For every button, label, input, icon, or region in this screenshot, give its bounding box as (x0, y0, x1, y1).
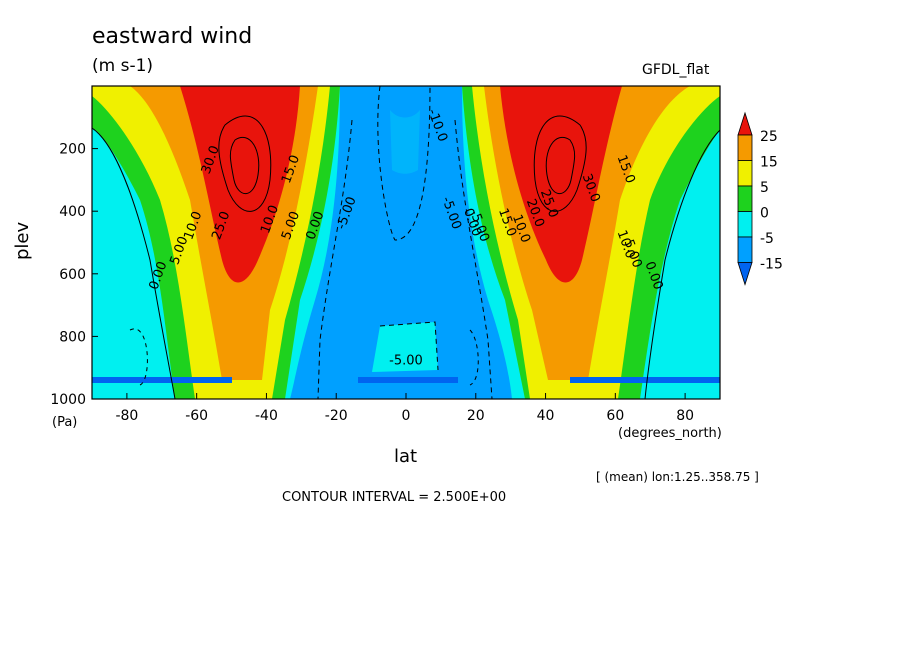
y-tick-label: 400 (59, 204, 86, 220)
contour-interval: CONTOUR INTERVAL = 2.500E+00 (282, 490, 507, 505)
y-tick-label: 200 (59, 142, 86, 158)
y-axis-unit: (Pa) (52, 415, 78, 430)
colorbar-label: 25 (760, 129, 778, 145)
contour-lines (92, 86, 720, 399)
colorbar-label: 5 (760, 180, 769, 196)
colorbar: 25 15 5 0 -5 -15 (737, 111, 783, 286)
x-tick-label: 60 (606, 408, 624, 424)
x-tick-label: 40 (537, 408, 555, 424)
colorbar-swatch (737, 262, 753, 286)
colorbar-swatch (737, 236, 753, 263)
x-axis-label: lat (394, 446, 418, 467)
x-axis-unit: (degrees_north) (618, 426, 722, 441)
x-tick-label: 80 (676, 408, 694, 424)
y-tick-label: 600 (59, 267, 86, 283)
colorbar-swatch (737, 111, 753, 136)
colorbar-swatch (737, 185, 753, 212)
y-axis-ticks: 200 400 600 800 1000 (50, 142, 98, 408)
x-tick-label: 20 (467, 408, 485, 424)
model-name: GFDL_flat (642, 62, 710, 78)
x-tick-label: 0 (402, 408, 411, 424)
contour-label: -5.00 (389, 354, 423, 369)
colorbar-label: 0 (760, 206, 769, 222)
colorbar-swatch (737, 160, 753, 187)
chart-title: eastward wind (92, 24, 253, 49)
colorbar-label: -15 (760, 257, 783, 273)
chart-units: (m s-1) (92, 56, 154, 76)
y-tick-label: 800 (59, 329, 86, 345)
x-tick-label: -40 (255, 408, 278, 424)
filled-contours (92, 86, 720, 399)
colorbar-swatch (737, 211, 753, 238)
colorbar-label: 15 (760, 155, 778, 171)
colorbar-swatch (737, 134, 753, 161)
x-tick-label: -20 (325, 408, 348, 424)
colorbar-label: -5 (760, 231, 774, 247)
y-tick-label: 1000 (50, 392, 86, 408)
x-tick-label: -60 (185, 408, 208, 424)
x-tick-label: -80 (115, 408, 138, 424)
x-axis-ticks: -80 -60 -40 -20 0 20 40 60 80 (115, 393, 694, 424)
mean-note: [ (mean) lon:1.25..358.75 ] (596, 470, 759, 484)
